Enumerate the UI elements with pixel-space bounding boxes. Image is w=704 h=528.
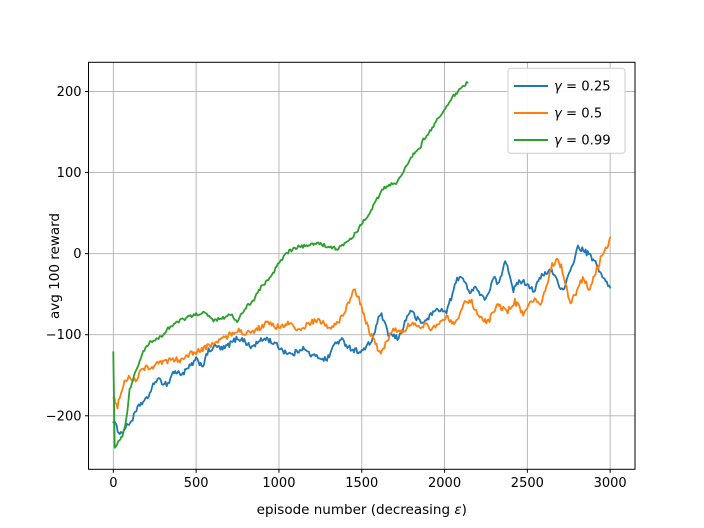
series-line-2: [112, 81, 469, 449]
legend-label-gamma-0.99: γ = 0.99: [554, 134, 611, 149]
x-tick-label: 1500: [345, 476, 378, 491]
x-tick-label: 2000: [428, 476, 461, 491]
y-tick-label: −200: [46, 409, 82, 424]
x-tick-label: 1000: [262, 476, 295, 491]
series-line-0: [112, 244, 612, 436]
legend: γ = 0.25 γ = 0.5 γ = 0.99: [507, 67, 626, 154]
legend-label-gamma-0.5: γ = 0.5: [554, 107, 602, 122]
legend-box: [507, 67, 626, 154]
tick-layer: 0 500 1000 1500 2000 2500 3000 −200 −100 0 100 200: [46, 85, 627, 491]
y-tick-label: 0: [73, 247, 81, 262]
legend-label-gamma-0.25: γ = 0.25: [554, 80, 611, 95]
y-tick-label: 200: [57, 85, 82, 100]
x-tick-label: 0: [109, 476, 117, 491]
series-line-1: [112, 236, 612, 410]
x-tick-label: 3000: [594, 476, 627, 491]
series-layer: [112, 81, 612, 449]
y-tick-label: 100: [57, 166, 82, 181]
x-axis-label: episode number (decreasing ε): [257, 502, 467, 518]
y-axis-label: avg 100 reward: [47, 213, 63, 319]
y-tick-label: −100: [46, 328, 82, 343]
x-tick-label: 500: [184, 476, 209, 491]
x-tick-label: 2500: [511, 476, 544, 491]
